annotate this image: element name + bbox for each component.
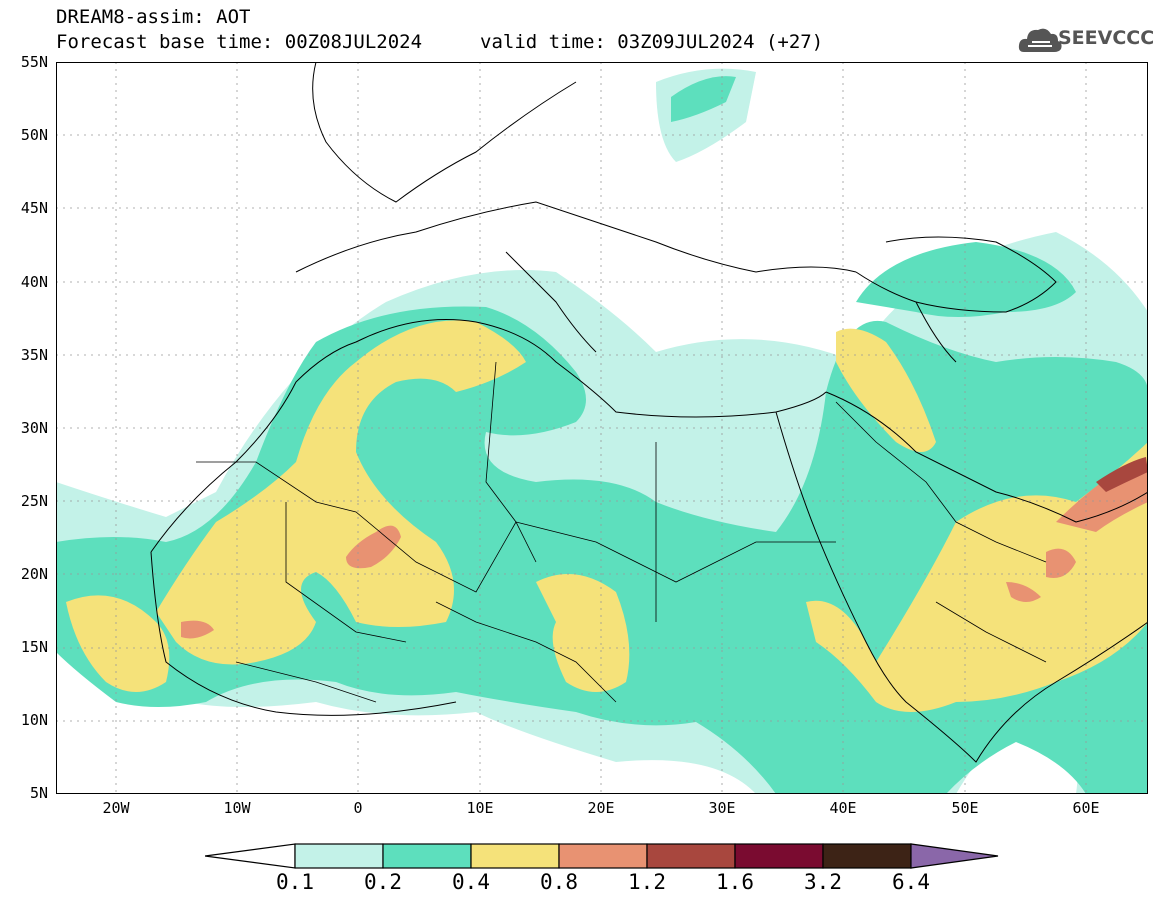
valid-time: valid time: 03Z09JUL2024 (+27) bbox=[480, 31, 824, 53]
lat-label: 35N bbox=[20, 346, 48, 364]
lon-label: 10W bbox=[223, 799, 251, 817]
lon-label: 20W bbox=[102, 799, 130, 817]
lat-label: 5N bbox=[29, 784, 48, 802]
colorbar-segment bbox=[910, 843, 999, 869]
lon-label: 10E bbox=[466, 799, 494, 817]
colorbar-segment bbox=[646, 843, 736, 869]
lon-label: 60E bbox=[1072, 799, 1100, 817]
coastlines bbox=[150, 62, 1148, 763]
lat-label: 50N bbox=[20, 126, 48, 144]
lat-label: 10N bbox=[20, 711, 48, 729]
colorbar-segment bbox=[822, 843, 912, 869]
aot-map bbox=[56, 62, 1148, 794]
colorbar-label: 6.4 bbox=[892, 870, 930, 894]
chart-title: DREAM8-assim: AOT bbox=[56, 6, 251, 28]
grid-lines bbox=[56, 62, 1148, 794]
lat-label: 30N bbox=[20, 419, 48, 437]
colorbar-label: 1.6 bbox=[716, 870, 754, 894]
colorbar bbox=[205, 843, 999, 869]
lon-label: 50E bbox=[951, 799, 979, 817]
colorbar-segment bbox=[470, 843, 560, 869]
lat-label: 25N bbox=[20, 492, 48, 510]
lat-label: 20N bbox=[20, 565, 48, 583]
colorbar-segment bbox=[558, 843, 648, 869]
colorbar-label: 1.2 bbox=[628, 870, 666, 894]
colorbar-segment bbox=[382, 843, 472, 869]
lat-label: 45N bbox=[20, 199, 48, 217]
colorbar-label: 0.1 bbox=[276, 870, 314, 894]
cloud-icon bbox=[1018, 28, 1062, 52]
colorbar-label: 0.4 bbox=[452, 870, 490, 894]
logo-text: SEEVCCC bbox=[1058, 27, 1155, 49]
lat-label: 55N bbox=[20, 53, 48, 71]
colorbar-segment bbox=[205, 843, 296, 869]
colorbar-segment bbox=[294, 843, 384, 869]
borders bbox=[196, 361, 1047, 703]
colorbar-label: 0.8 bbox=[540, 870, 578, 894]
colorbar-segment bbox=[734, 843, 824, 869]
lat-label: 40N bbox=[20, 273, 48, 291]
lat-label: 15N bbox=[20, 638, 48, 656]
colorbar-label: 3.2 bbox=[804, 870, 842, 894]
lon-label: 30E bbox=[708, 799, 736, 817]
forecast-base-time: Forecast base time: 00Z08JUL2024 bbox=[56, 31, 423, 53]
colorbar-label: 0.2 bbox=[364, 870, 402, 894]
lon-label: 40E bbox=[829, 799, 857, 817]
lon-label: 0 bbox=[353, 799, 363, 817]
lon-label: 20E bbox=[587, 799, 615, 817]
